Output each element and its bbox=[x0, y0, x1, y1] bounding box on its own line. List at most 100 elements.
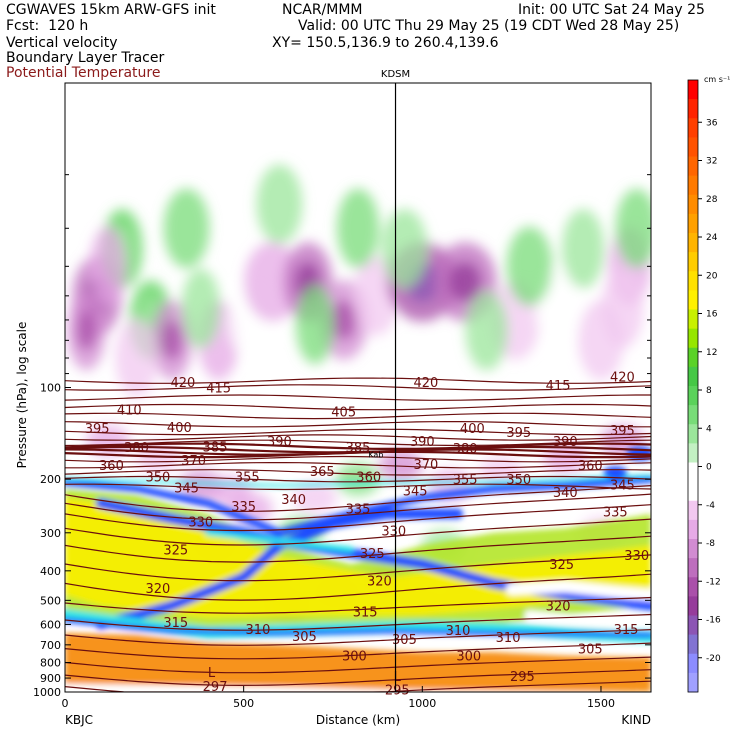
theta-label: 315 bbox=[163, 616, 188, 631]
colorbar-swatch bbox=[688, 233, 698, 253]
colorbar-swatch bbox=[688, 252, 698, 272]
velocity-cell bbox=[181, 268, 221, 349]
theta-label: 345 bbox=[610, 478, 635, 493]
theta-label: 395 bbox=[506, 426, 531, 441]
theta-label: 360 bbox=[578, 459, 603, 474]
theta-label: 305 bbox=[578, 643, 603, 658]
theta-label: 350 bbox=[145, 470, 170, 485]
theta-label: 305 bbox=[292, 630, 317, 645]
theta-label: 325 bbox=[163, 543, 188, 558]
theta-label: 390 bbox=[267, 435, 292, 450]
theta-label: 360 bbox=[356, 470, 381, 485]
theta-label: 355 bbox=[235, 470, 260, 485]
y-tick-label: 200 bbox=[40, 473, 61, 486]
colorbar-swatch bbox=[688, 653, 698, 674]
theta-isentrope bbox=[65, 669, 651, 687]
colorbar-swatch bbox=[688, 99, 698, 119]
theta-label: 300 bbox=[456, 650, 481, 665]
theta-label: 295 bbox=[510, 670, 535, 685]
colorbar-swatch bbox=[688, 558, 698, 578]
colorbar-label: 8 bbox=[706, 386, 712, 396]
theta-label: 385 bbox=[346, 441, 371, 456]
theta-isentrope bbox=[65, 455, 651, 463]
theta-label: 350 bbox=[506, 473, 531, 488]
y-tick-label: 700 bbox=[40, 639, 61, 652]
theta-isentrope bbox=[65, 434, 651, 441]
colorbar: 36 32 28 24 20 16 12 8 4 0 -4 -8 -12 -16 -20 bbox=[687, 79, 721, 693]
field-vertical-velocity: Vertical velocity bbox=[6, 35, 118, 51]
colorbar-swatch bbox=[688, 347, 698, 368]
theta-isentrope bbox=[65, 613, 651, 631]
colorbar-swatch bbox=[688, 577, 698, 597]
low-marker: L bbox=[208, 666, 216, 681]
x-tick-label: 0 bbox=[62, 697, 69, 710]
velocity-cell bbox=[163, 188, 210, 268]
x-tick-label: 1000 bbox=[408, 697, 436, 710]
x-axis-label: Distance (km) bbox=[316, 713, 400, 727]
theta-label: 295 bbox=[385, 683, 410, 698]
y-tick-label: 800 bbox=[40, 656, 61, 669]
theta-label: 400 bbox=[460, 422, 485, 437]
colorbar-label: 36 bbox=[706, 118, 718, 128]
theta-isentrope bbox=[65, 483, 651, 491]
y-tick-label: 100 bbox=[40, 382, 61, 395]
theta-label: 365 bbox=[310, 465, 335, 480]
colorbar-label: -12 bbox=[706, 577, 721, 587]
colorbar-swatch bbox=[688, 481, 698, 502]
theta-label: 320 bbox=[546, 600, 571, 615]
tracer-band-lower-edge bbox=[65, 617, 651, 638]
colorbar-swatch bbox=[688, 615, 698, 636]
theta-isentrope bbox=[65, 485, 651, 513]
theta-label: 410 bbox=[117, 403, 142, 418]
colorbar-swatch bbox=[688, 366, 698, 387]
velocity-cell bbox=[601, 268, 644, 349]
y-tick-label: 1000 bbox=[33, 686, 61, 699]
colorbar-label: -20 bbox=[706, 654, 721, 664]
colorbar-label: 16 bbox=[706, 310, 718, 320]
endpoint-left: KBJC bbox=[65, 713, 93, 727]
theta-label: 345 bbox=[174, 481, 199, 496]
theta-isentrope bbox=[65, 504, 651, 532]
theta-label: 415 bbox=[546, 379, 571, 394]
theta-label: 330 bbox=[188, 515, 213, 530]
theta-isentrope bbox=[65, 629, 651, 646]
theta-label: 420 bbox=[610, 370, 635, 385]
theta-label: 330 bbox=[381, 525, 406, 540]
theta-label: 345 bbox=[403, 485, 428, 500]
colorbar-swatch bbox=[688, 137, 698, 157]
velocity-cell bbox=[561, 208, 605, 289]
theta-label: 405 bbox=[331, 406, 356, 421]
colorbar-units: cm s⁻¹ bbox=[704, 75, 730, 84]
colorbar-label: -16 bbox=[706, 616, 721, 626]
theta-label: 335 bbox=[231, 500, 256, 515]
theta-isentrope bbox=[65, 384, 651, 391]
colorbar-swatch bbox=[688, 213, 698, 234]
theta-isentrope bbox=[65, 442, 651, 450]
colorbar-swatch bbox=[688, 634, 698, 655]
velocity-cell bbox=[381, 208, 428, 289]
valid-time: Valid: 00 UTC Thu 29 May 25 (19 CDT Wed … bbox=[298, 18, 680, 34]
surface-ground bbox=[65, 683, 651, 692]
theta-isentrope bbox=[65, 403, 651, 411]
theta-label: 355 bbox=[453, 473, 478, 488]
colorbar-swatch bbox=[688, 156, 698, 177]
theta-isentrope bbox=[65, 450, 651, 459]
theta-isentrope bbox=[65, 469, 651, 476]
theta-label: 315 bbox=[614, 623, 639, 638]
colorbar-label: 20 bbox=[706, 271, 718, 281]
theta-label: 297 bbox=[203, 680, 228, 695]
init-time: Init: 00 UTC Sat 24 May 25 bbox=[518, 2, 705, 18]
colorbar-swatch bbox=[688, 328, 698, 349]
theta-label: 310 bbox=[446, 624, 471, 639]
y-tick-label: 900 bbox=[40, 672, 61, 685]
y-tick-label: 400 bbox=[40, 565, 61, 578]
colorbar-swatch bbox=[688, 424, 698, 444]
colorbar-swatch bbox=[688, 462, 698, 483]
colorbar-frame bbox=[687, 79, 699, 693]
velocity-cell bbox=[506, 226, 553, 307]
theta-label: 420 bbox=[171, 376, 196, 391]
theta-label: 380 bbox=[124, 441, 149, 456]
theta-label: 395 bbox=[610, 424, 635, 439]
theta-label: 420 bbox=[413, 376, 438, 391]
theta-isentrope bbox=[65, 554, 651, 582]
